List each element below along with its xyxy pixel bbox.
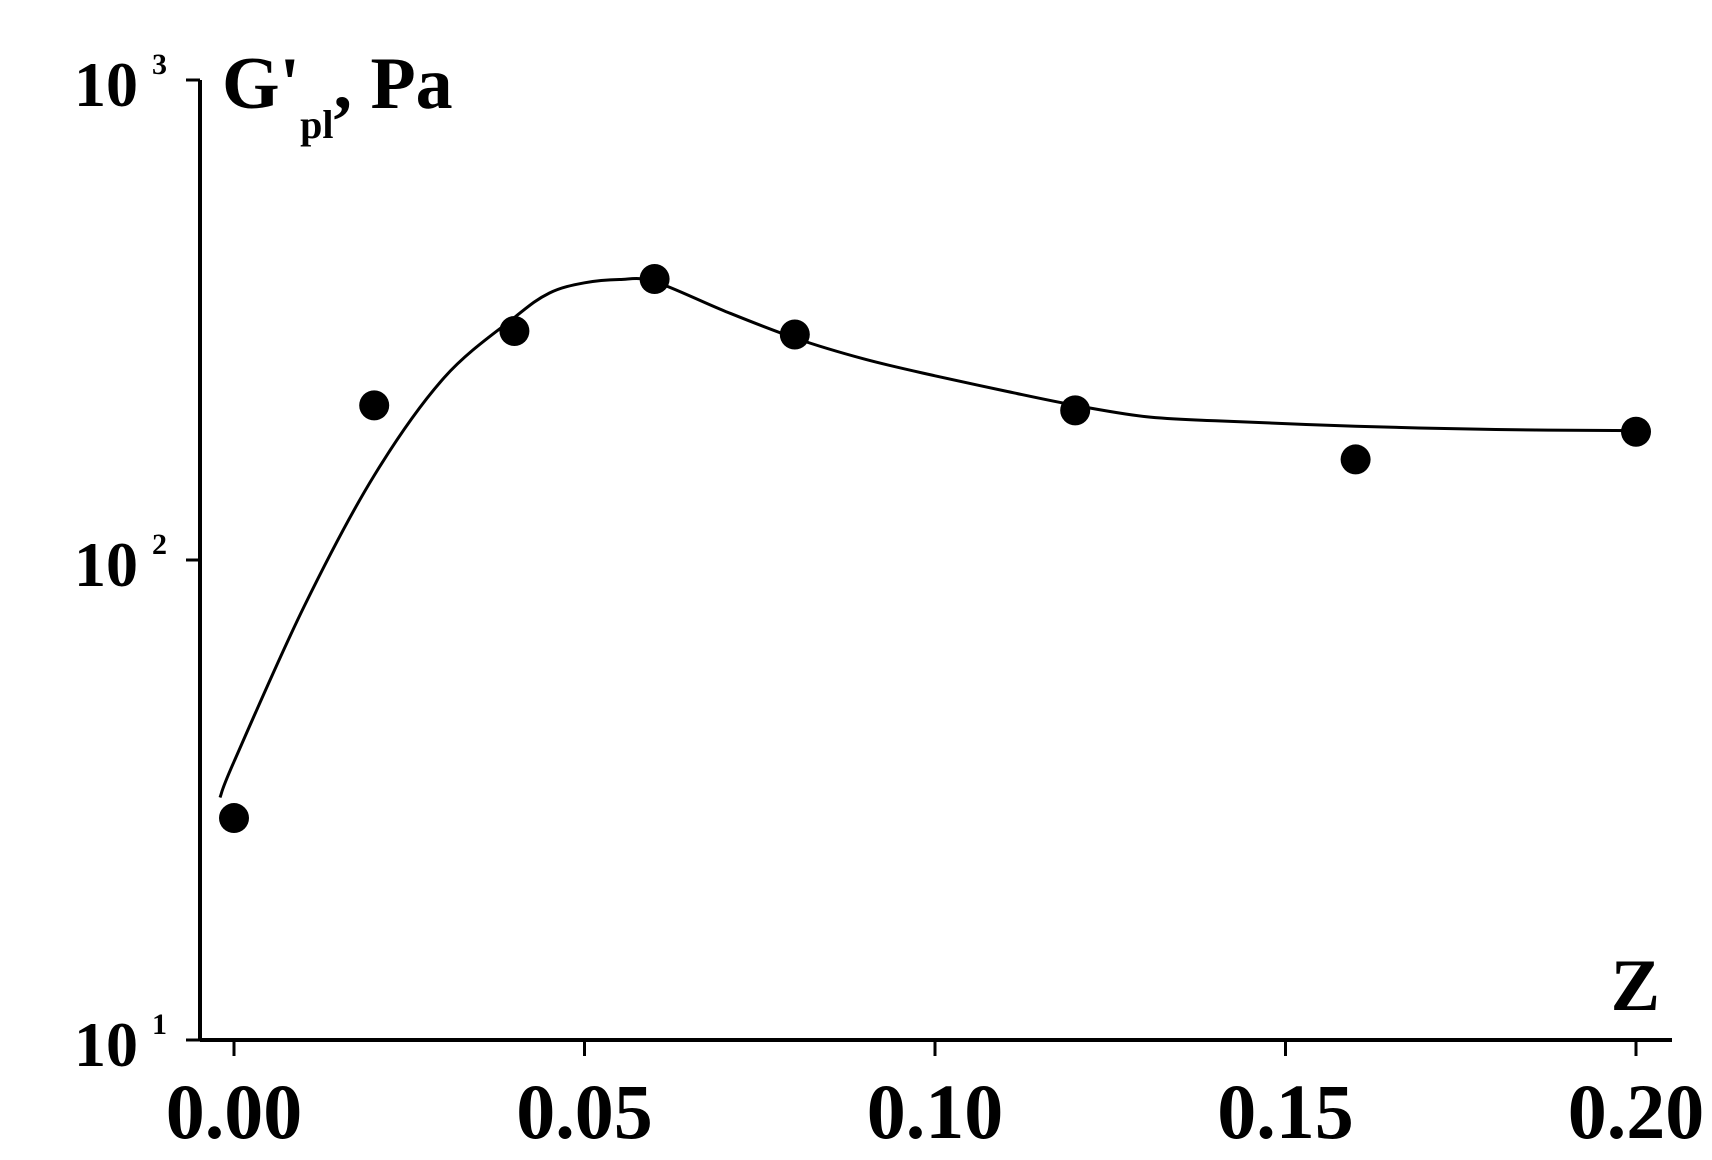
data-point <box>219 803 249 834</box>
y-tick-label: 10 <box>74 529 138 600</box>
data-point <box>1340 444 1371 475</box>
y-tick-exponent: 1 <box>152 1008 167 1041</box>
x-tick-label: 0.15 <box>1217 1068 1354 1155</box>
fit-curve <box>218 277 1637 799</box>
y-tick-label: 10 <box>74 49 138 120</box>
data-point <box>499 315 530 346</box>
y-axis-title-subscript: pl <box>300 102 333 147</box>
y-axis-title-unit: , Pa <box>333 43 452 125</box>
x-tick-label: 0.20 <box>1568 1068 1705 1155</box>
y-tick-exponent: 3 <box>152 48 167 81</box>
data-point <box>779 319 810 350</box>
y-tick-exponent: 2 <box>152 528 167 561</box>
y-tick-label: 10 <box>74 1009 138 1080</box>
x-tick-label: 0.05 <box>516 1068 653 1155</box>
x-tick-label: 0.10 <box>867 1068 1004 1155</box>
data-point <box>1060 395 1091 426</box>
x-axis-title: Z <box>1611 945 1660 1027</box>
y-axis-title: G'pl, Pa <box>222 43 453 147</box>
y-axis-title-symbol: G' <box>222 43 300 125</box>
data-point <box>1621 416 1651 447</box>
data-point <box>639 263 670 294</box>
data-point <box>359 390 390 421</box>
x-tick-label: 0.00 <box>166 1068 303 1155</box>
